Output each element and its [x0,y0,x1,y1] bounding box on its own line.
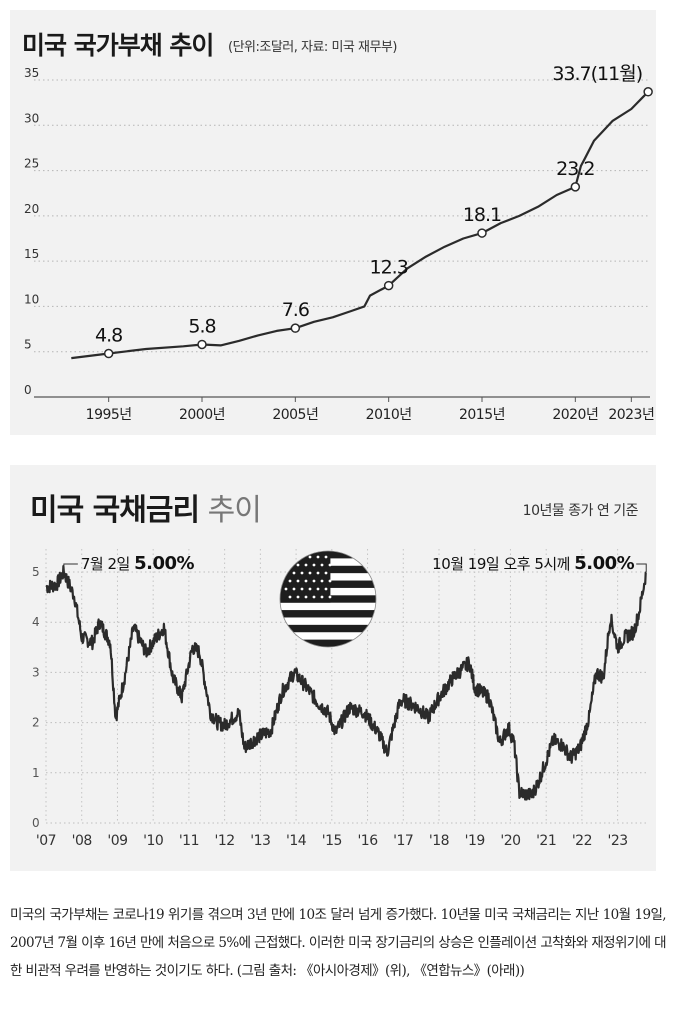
yield-callout-leader [636,563,647,573]
debt-x-tick-label: 2010년 [366,407,412,423]
yield-y-tick-label: 3 [32,665,40,679]
debt-data-point [383,280,394,291]
debt-data-point [570,182,581,192]
yield-callout-label: 7월 2일 5.00% [81,553,195,574]
debt-chart-title: 미국 국가부채 추이 [22,31,214,60]
debt-data-label: 5.8 [188,315,215,337]
us-flag-icon [279,550,377,648]
yield-x-tick-label: '17 [393,833,413,849]
debt-data-label: 12.3 [370,257,408,279]
yield-y-tick-label: 4 [32,615,40,629]
yield-chart-title-light: 추이 [207,493,262,528]
yield-chart-title: 미국 국채금리 추이 [30,485,262,529]
yield-x-tick-label: '07 [36,833,56,849]
yield-x-tick-label: '15 [322,833,342,849]
yield-x-tick-label: '23 [608,833,628,849]
debt-y-tick-label: 0 [24,383,32,397]
debt-y-tick-label: 20 [24,202,39,216]
figure-caption: 미국의 국가부채는 코로나19 위기를 겪으며 3년 만에 10조 달러 넘게 … [10,907,667,979]
debt-data-point [643,87,653,97]
yield-x-tick-label: '12 [215,833,235,849]
yield-x-tick-label: '11 [179,833,199,849]
debt-x-tick-label: 2005년 [272,407,318,423]
debt-y-tick-label: 10 [24,292,39,306]
debt-y-tick-label: 15 [24,247,39,261]
debt-data-label: 23.2 [556,158,594,180]
debt-x-tick-label: 2020년 [552,407,598,423]
yield-series-line [45,565,647,801]
yield-x-tick-label: '22 [572,833,592,849]
debt-chart-plot: 0 5 10 15 20 25 30 35 1995년 2000년 2005년 2010년 2015년 2… [24,63,655,423]
yield-callout-label: 10월 19일 오후 5시께 5.00% [432,553,635,574]
debt-data-label: 33.7(11월) [552,63,642,85]
debt-data-point [477,228,487,238]
debt-x-tick-label: 2015년 [459,407,505,423]
yield-x-tick-label: '21 [536,833,556,849]
yield-y-tick-label: 0 [32,816,40,830]
yield-x-tick-label: '10 [143,833,163,849]
yield-x-tick-label: '16 [357,833,378,849]
debt-data-point [103,348,114,359]
yield-y-tick-label: 1 [32,766,40,780]
yield-x-tick-label: '13 [250,833,270,849]
debt-y-tick-label: 30 [24,111,39,125]
debt-y-tick-label: 35 [24,66,39,80]
yield-chart-plot: 0 1 2 3 4 5 '07 '08 '09 '10 '11 '12 '13 '14 '15 '16 '17 '… [32,549,648,849]
yield-chart-title-bold: 미국 국채금리 [30,493,200,528]
debt-y-tick-label: 5 [24,338,32,352]
debt-x-tick-label: 2000년 [179,407,225,423]
debt-data-label: 18.1 [463,204,501,226]
yield-chart-subtitle: 10년물 종가 연 기준 [522,503,639,519]
debt-data-point [197,339,207,350]
yield-callout-leader [63,563,78,573]
yield-x-tick-label: '08 [72,833,92,849]
yield-y-tick-label: 2 [32,716,40,730]
yield-chart-panel: 미국 국채금리 추이 10년물 종가 연 기준 0 1 2 3 4 5 '07 '08 '09 '… [10,465,656,871]
debt-y-tick-label: 25 [24,157,39,171]
yield-x-tick-label: '09 [107,833,127,849]
debt-data-label: 7.6 [282,299,309,321]
yield-y-tick-label: 5 [32,565,40,579]
yield-x-tick-label: '20 [500,833,520,849]
debt-data-point [290,323,301,333]
debt-x-tick-label: 1995년 [86,407,132,423]
debt-x-tick-label: 2023년 [608,407,654,423]
debt-data-label: 4.8 [95,325,122,347]
yield-x-tick-label: '14 [286,833,307,849]
yield-x-tick-label: '18 [429,833,449,849]
debt-series-line [71,91,649,360]
debt-chart-panel: 미국 국가부채 추이 (단위:조달러, 자료: 미국 재무부) 0 5 10 15 20… [10,10,656,435]
yield-x-tick-label: '19 [465,833,485,849]
debt-chart-subtitle: (단위:조달러, 자료: 미국 재무부) [228,40,397,55]
